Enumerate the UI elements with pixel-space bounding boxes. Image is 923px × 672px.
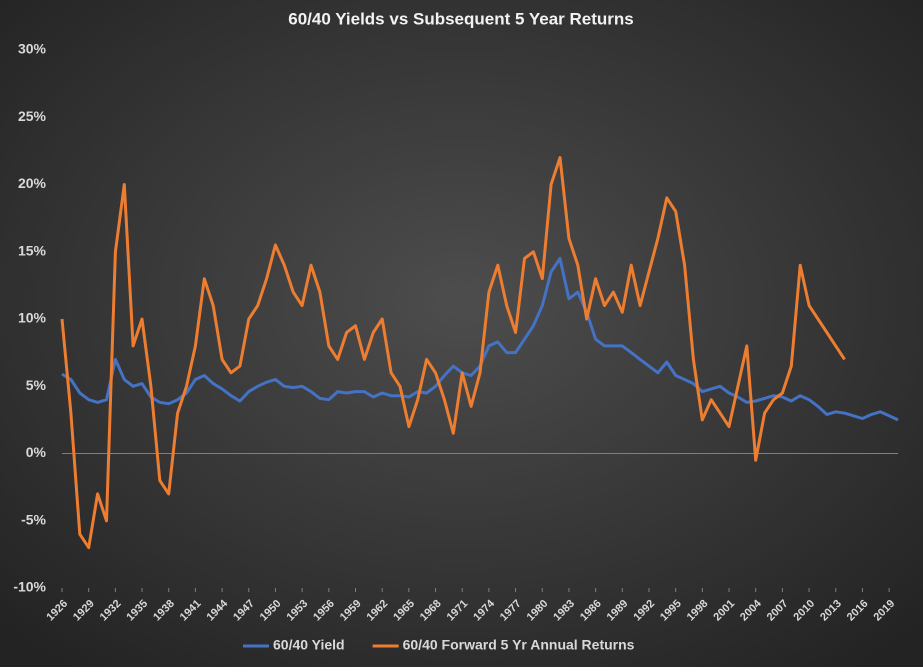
y-tick-label: -10% (13, 579, 46, 595)
legend-label: 60/40 Forward 5 Yr Annual Returns (403, 637, 635, 653)
y-tick-label: -5% (21, 511, 46, 527)
y-tick-label: 0% (26, 444, 47, 460)
chart-title: 60/40 Yields vs Subsequent 5 Year Return… (288, 9, 634, 28)
legend-label: 60/40 Yield (273, 637, 345, 653)
y-tick-label: 20% (18, 175, 47, 191)
y-tick-label: 10% (18, 310, 47, 326)
series-line (60, 156, 846, 550)
y-tick-label: 15% (18, 242, 47, 258)
y-tick-label: 5% (26, 377, 47, 393)
y-tick-label: 30% (18, 41, 47, 57)
y-tick-label: 25% (18, 108, 47, 124)
